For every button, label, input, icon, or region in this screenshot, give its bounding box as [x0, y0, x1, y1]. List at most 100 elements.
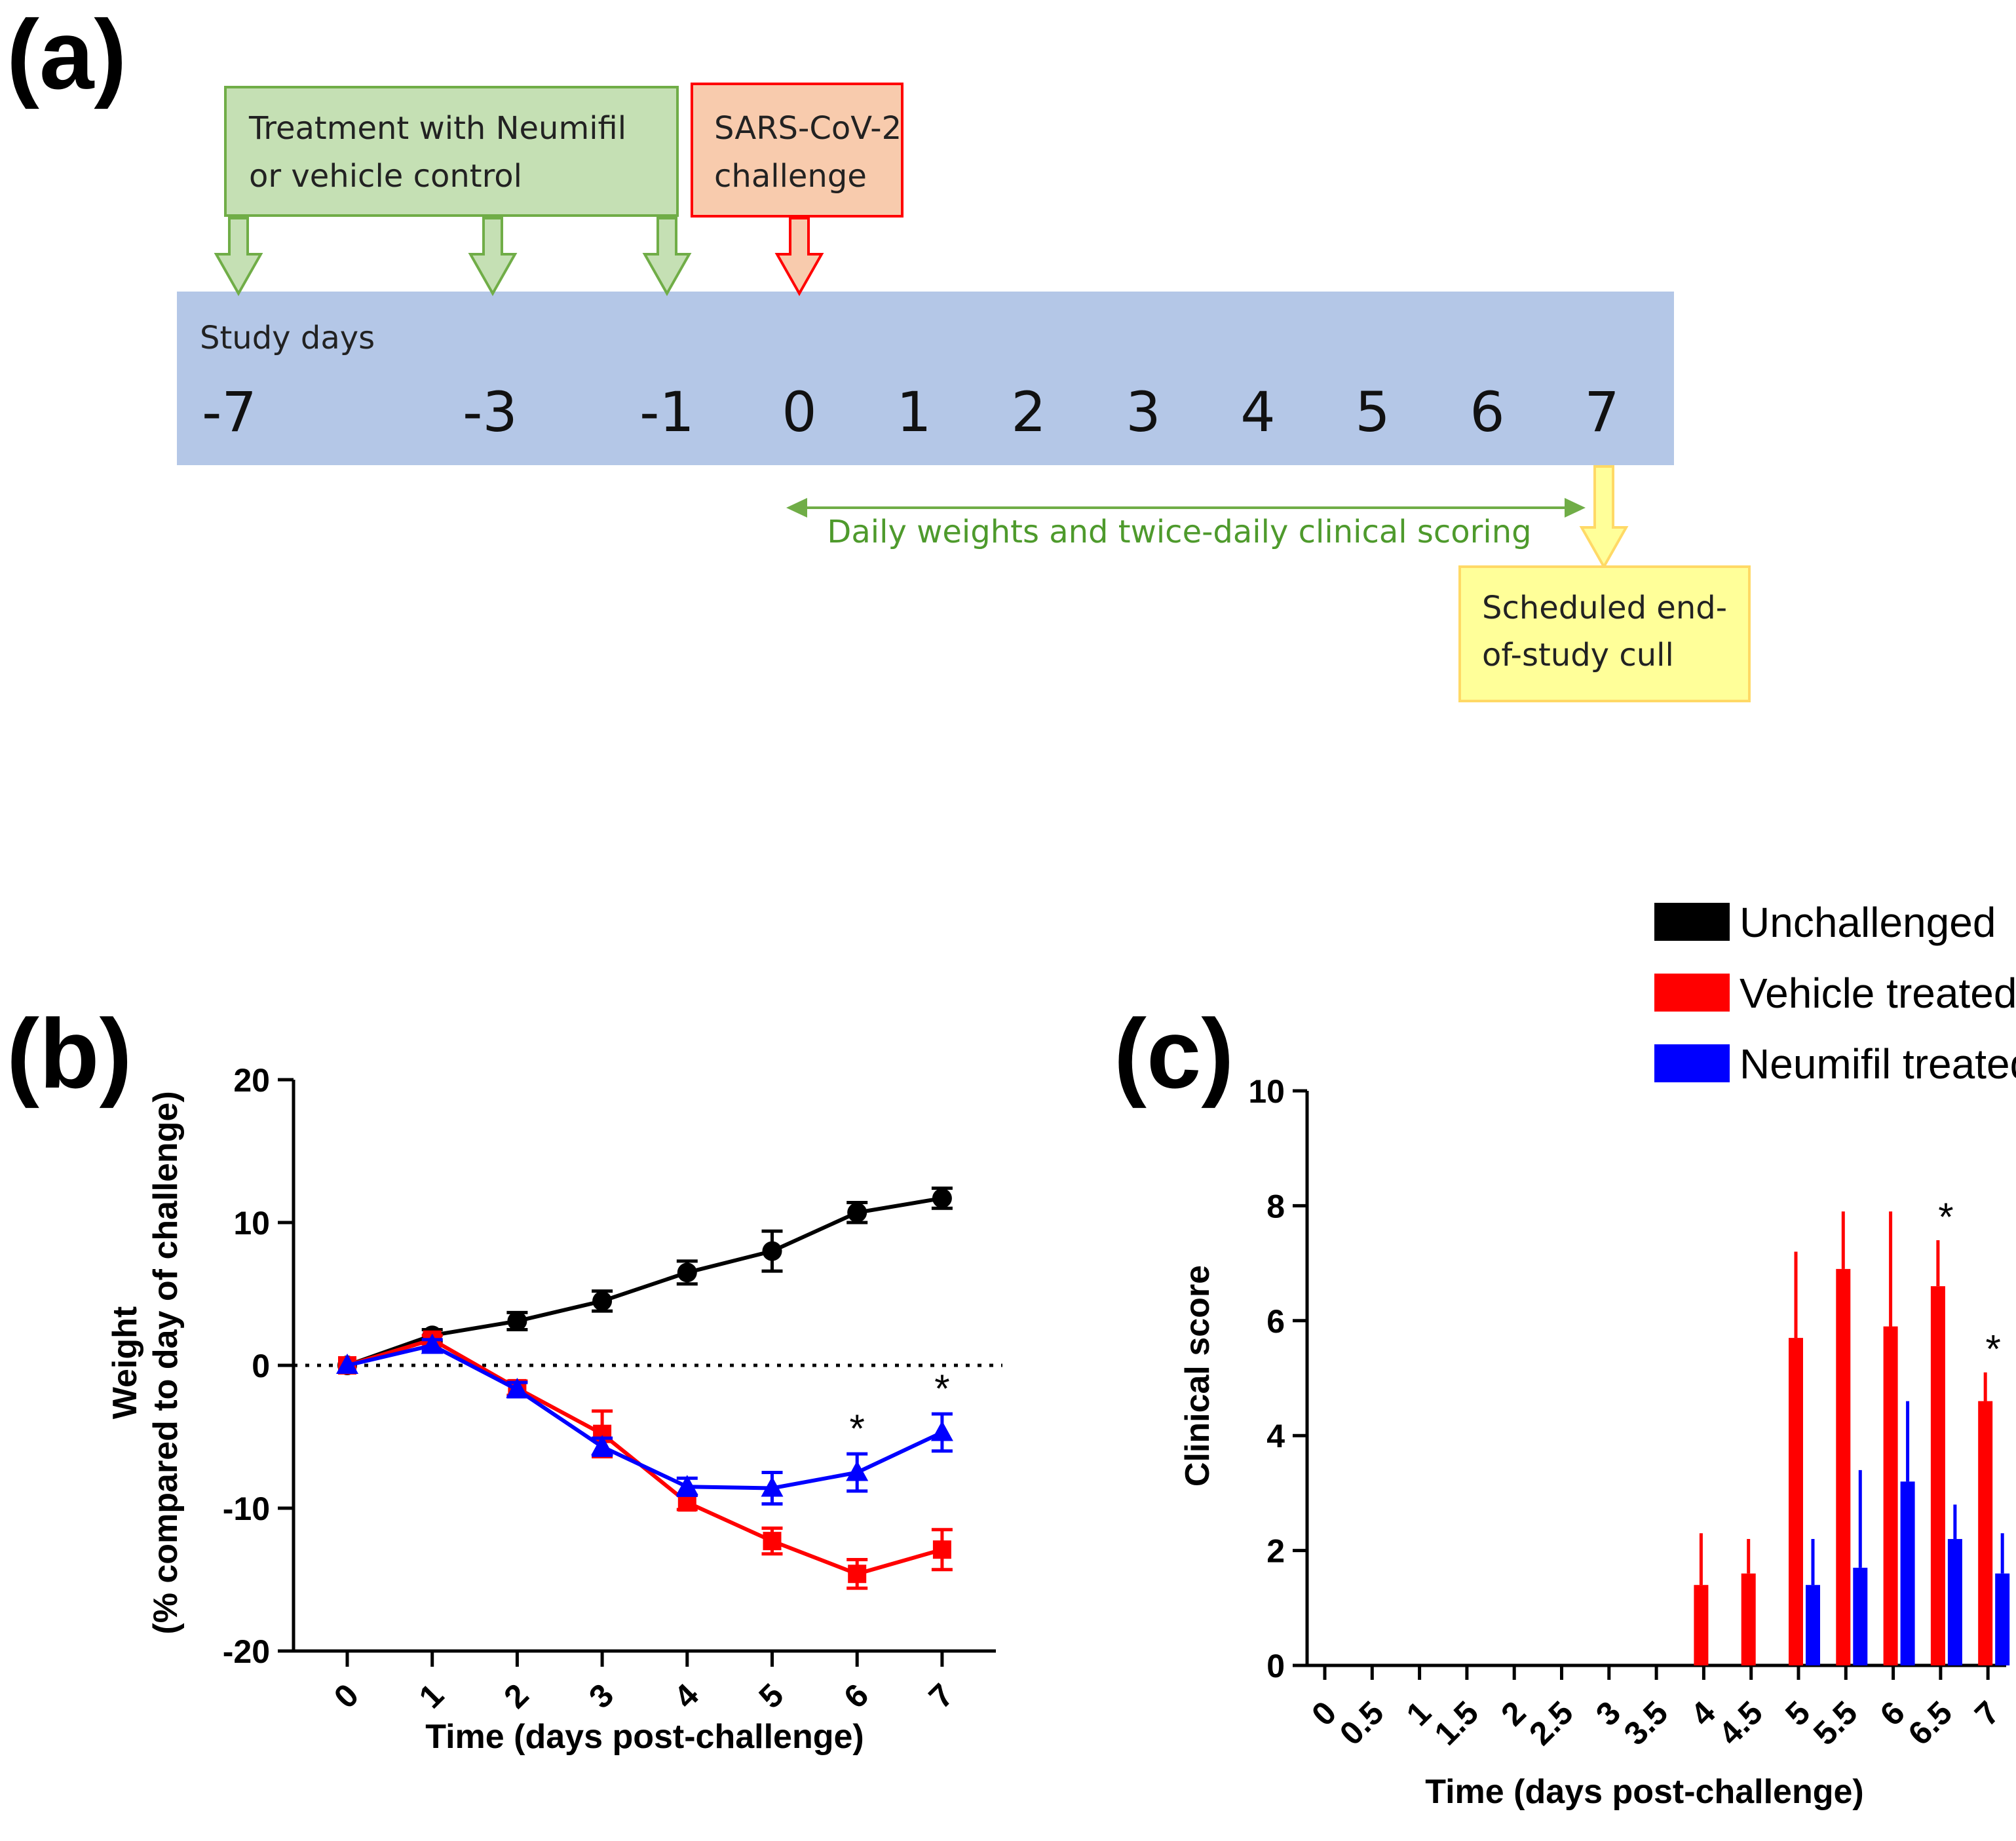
- day-label-5: 2: [1011, 380, 1046, 444]
- legend-label-2: Neumifil treated: [1740, 1040, 2016, 1088]
- b-x-tick-label-2: 2: [497, 1677, 535, 1715]
- b-point-2-2: [506, 1378, 529, 1399]
- legend-swatch-0: [1654, 903, 1730, 941]
- treatment-arrow-day-minus7: [214, 217, 263, 297]
- b-y-tick-label-0: 20: [233, 1062, 270, 1099]
- c-x-tick-label-9: 4.5: [1711, 1694, 1770, 1753]
- c-bar-2-14: [1995, 1573, 2010, 1665]
- c-y-tick-label-0: 10: [1248, 1073, 1285, 1110]
- legend-swatch-2: [1654, 1044, 1730, 1082]
- c-bar-1-14: [1978, 1401, 1993, 1665]
- challenge-box: [691, 83, 903, 218]
- b-point-2-1: [421, 1333, 444, 1354]
- day-label-0: -7: [202, 380, 257, 444]
- b-y-tick-label-3: -10: [223, 1490, 270, 1527]
- c-y-tick-label-4: 2: [1266, 1533, 1285, 1570]
- b-x-tick-label-4: 4: [667, 1677, 706, 1715]
- day-label-6: 3: [1126, 380, 1160, 444]
- c-bar-1-11: [1836, 1268, 1851, 1665]
- b-series-line-1: [347, 1337, 943, 1576]
- cull-arrow-day-7: [1579, 465, 1629, 570]
- b-y-tick-label-2: 0: [252, 1348, 270, 1384]
- panel-b-label: (b): [7, 998, 132, 1109]
- c-significance-star-0: *: [1938, 1195, 1953, 1239]
- day-label-10: 7: [1584, 380, 1619, 444]
- challenge-line-2: challenge: [714, 158, 867, 195]
- day-label-9: 6: [1470, 380, 1504, 444]
- b-x-tick-label-3: 3: [582, 1677, 620, 1715]
- b-point-2-4: [675, 1475, 698, 1496]
- treatment-line-1: Treatment with Neumifil: [248, 110, 626, 147]
- c-bar-2-10: [1806, 1585, 1820, 1665]
- c-x-tick-label-3: 1.5: [1428, 1694, 1486, 1753]
- b-x-tick-label-7: 7: [922, 1677, 960, 1715]
- treatment-arrow-day-minus1: [642, 217, 692, 297]
- chart-b: 20 10 0 -10 -20 0 1 2 3 4 5 6 7 Time (days post-chall…: [106, 1062, 1002, 1756]
- legend-swatch-1: [1654, 974, 1730, 1012]
- c-bar-1-10: [1789, 1338, 1803, 1665]
- day-label-7: 4: [1240, 380, 1275, 444]
- c-x-tick-label-5: 2.5: [1522, 1694, 1580, 1753]
- b-significance-star-0: *: [850, 1407, 865, 1451]
- b-point-2-0: [336, 1354, 358, 1374]
- treatment-line-2: or vehicle control: [249, 158, 522, 195]
- panel-c-label: (c): [1114, 998, 1234, 1109]
- day-label-2: -1: [639, 380, 694, 444]
- legend-label-1: Vehicle treated: [1740, 970, 2016, 1017]
- c-significance-star-1: *: [1986, 1327, 2001, 1371]
- day-label-1: -3: [463, 380, 518, 444]
- day-labels: -7 -3 -1 0 1 2 3 4 5 6 7: [202, 380, 1620, 444]
- monitoring-arrow-left-head: [786, 498, 807, 518]
- b-series-line-0: [347, 1196, 943, 1367]
- c-x-tick-label-7: 3.5: [1617, 1694, 1675, 1753]
- b-point-0-3: [592, 1291, 613, 1311]
- c-bar-2-11: [1853, 1567, 1868, 1665]
- day-label-3: 0: [782, 380, 816, 444]
- c-x-tick-label-1: 0.5: [1333, 1694, 1391, 1753]
- day-label-8: 5: [1355, 380, 1390, 444]
- treatment-arrow-day-minus3: [468, 217, 518, 297]
- b-point-0-7: [932, 1188, 952, 1208]
- b-point-1-5: [763, 1532, 782, 1551]
- b-y-tick-label-4: -20: [223, 1633, 270, 1670]
- cull-line-1: Scheduled end-: [1482, 590, 1727, 626]
- b-point-0-6: [847, 1202, 867, 1223]
- b-x-tick-label-0: 0: [327, 1677, 366, 1715]
- b-point-0-5: [762, 1241, 782, 1261]
- b-significance-star-1: *: [934, 1367, 949, 1411]
- study-days-label: Study days: [200, 320, 375, 356]
- b-point-0-4: [677, 1262, 697, 1283]
- c-x-tick-label-11: 5.5: [1806, 1694, 1865, 1753]
- timeline-bar: [177, 292, 1674, 465]
- panel-b: (b) 20 10 0 -10 -20 0 1 2 3 4 5 6 7 Time (days post-c…: [7, 998, 1002, 1756]
- cull-box: [1458, 565, 1751, 702]
- b-point-2-3: [591, 1435, 614, 1456]
- b-point-2-6: [846, 1460, 869, 1481]
- c-y-axis-title: Clinical score: [1179, 1265, 1217, 1487]
- c-bar-1-9: [1741, 1573, 1756, 1665]
- b-y-axis-title-1: Weight: [106, 1306, 144, 1419]
- day-label-4: 1: [896, 380, 931, 444]
- c-bar-1-8: [1694, 1585, 1709, 1665]
- c-x-axis-title: Time (days post-challenge): [1425, 1773, 1863, 1811]
- treatment-box: [224, 86, 679, 217]
- b-point-2-5: [761, 1476, 784, 1497]
- panel-a-label: (a): [7, 0, 126, 109]
- down-arrows: [214, 217, 1629, 570]
- b-x-tick-label-1: 1: [412, 1677, 451, 1715]
- c-y-tick-label-1: 8: [1266, 1188, 1285, 1224]
- b-point-2-7: [930, 1420, 953, 1441]
- c-y-tick-label-3: 4: [1266, 1418, 1285, 1454]
- b-point-1-6: [848, 1565, 867, 1584]
- legend-label-0: Unchallenged: [1740, 899, 1996, 946]
- monitoring-label: Daily weights and twice-daily clinical s…: [827, 514, 1531, 550]
- c-bar-1-12: [1883, 1326, 1898, 1665]
- c-bar-2-12: [1900, 1481, 1915, 1665]
- challenge-line-1: SARS-CoV-2: [714, 110, 902, 147]
- monitoring-arrow-right-head: [1565, 498, 1586, 518]
- c-x-tick-label-13: 6.5: [1901, 1694, 1960, 1753]
- b-y-tick-label-1: 10: [233, 1205, 270, 1242]
- legend: Unchallenged Vehicle treated Neumifil trea…: [1654, 899, 2016, 1088]
